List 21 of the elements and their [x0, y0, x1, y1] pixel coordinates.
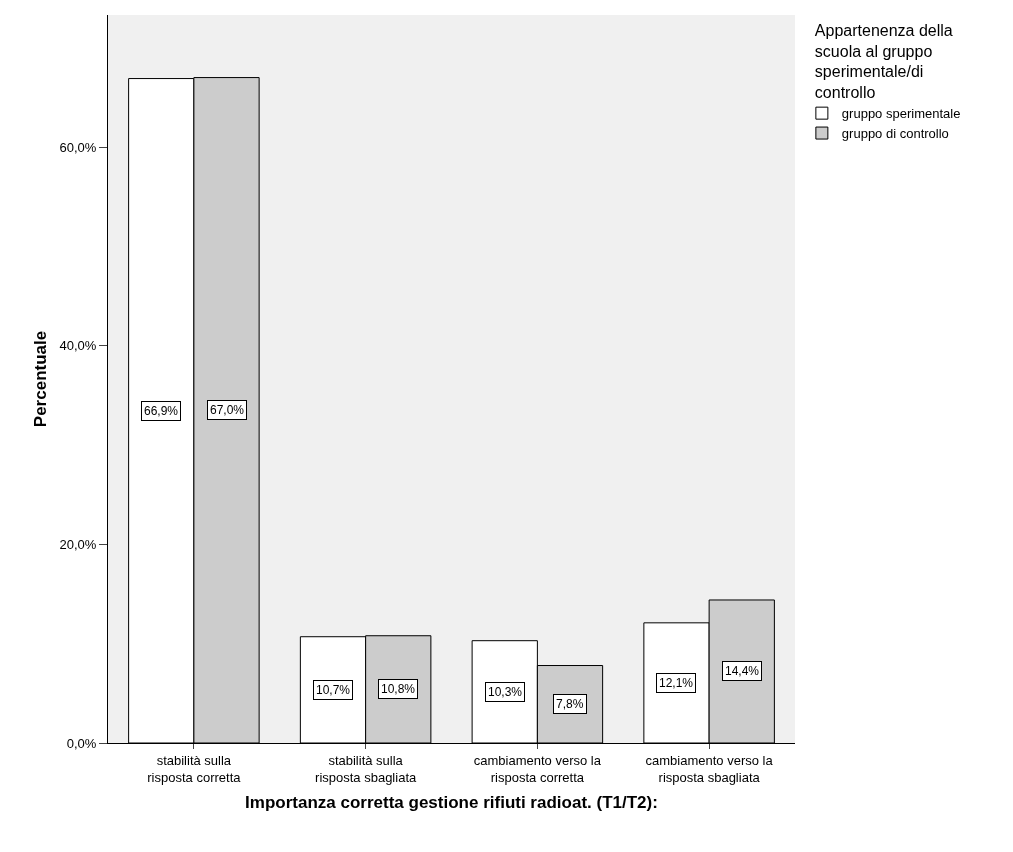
data-label: 14,4% — [725, 664, 760, 678]
data-label: 67,0% — [210, 403, 245, 417]
x-tick-label: cambiamento verso la risposta sbagliata — [645, 752, 774, 785]
y-tick-label: 60,0% — [59, 139, 97, 155]
data-label: 10,3% — [488, 685, 523, 699]
y-tick-label: 0,0% — [66, 735, 97, 751]
y-tick-label: 40,0% — [59, 338, 97, 354]
data-label: 12,1% — [659, 676, 694, 690]
data-label: 10,7% — [316, 683, 351, 697]
y-axis-title: Percentuale — [31, 330, 51, 428]
x-axis-title: Importanza corretta gestione rifiuti radioat. (T1/T2): — [245, 792, 658, 812]
data-label: 10,8% — [381, 682, 416, 696]
x-tick-label: stabilità sulla risposta corretta — [147, 752, 242, 785]
legend-title: Appartenenza della scuola al gruppo sperimentale/di controllo — [814, 21, 953, 102]
legend-label: gruppo sperimentale — [841, 106, 961, 122]
x-tick-label: cambiamento verso la risposta corretta — [473, 752, 602, 785]
x-tick-label: stabilità sulla risposta sbagliata — [315, 752, 417, 785]
legend-label: gruppo di controllo — [841, 126, 949, 142]
data-label: 66,9% — [144, 404, 179, 418]
y-tick-label: 20,0% — [59, 536, 97, 552]
data-label: 7,8% — [556, 697, 584, 711]
